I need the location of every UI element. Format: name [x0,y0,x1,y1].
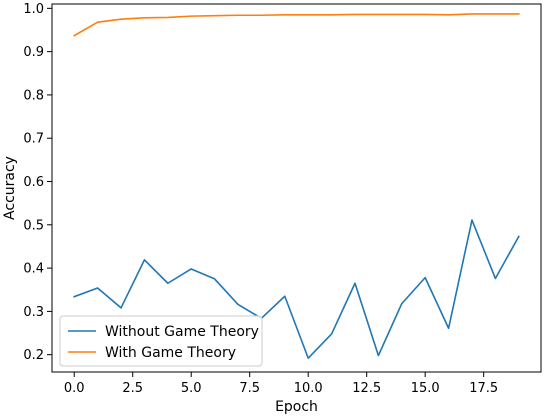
legend-label: With Game Theory [105,345,236,361]
x-axis-ticks: 0.0 2.5 5.0 7.5 10.0 12.5 15.0 17.5 [64,372,498,396]
series-layer [73,13,520,359]
y-tick-label: 0.2 [23,348,44,363]
x-tick-label: 5.0 [181,381,202,396]
y-tick-label: 1.0 [23,2,44,17]
axes-frame [51,3,542,373]
x-tick-label: 10.0 [294,381,323,396]
y-tick-label: 0.5 [23,218,44,233]
y-axis-ticks: 0.2 0.3 0.4 0.5 0.6 0.7 0.8 0.9 1.0 [23,2,52,363]
x-tick-label: 12.5 [352,381,381,396]
x-tick-label: 15.0 [411,381,440,396]
y-tick-label: 0.7 [23,132,44,147]
legend-box [59,315,263,367]
y-tick-label: 0.9 [23,45,44,60]
y-tick-label: 0.6 [23,175,44,190]
axes-layer [51,3,542,373]
legend: Without Game Theory With Game Theory [59,315,263,367]
y-tick-label: 0.8 [23,88,44,103]
series-line-with-game-theory [73,13,520,37]
x-tick-label: 0.0 [64,381,85,396]
x-axis-label: Epoch [275,399,318,415]
x-tick-label: 2.5 [122,381,143,396]
y-axis-label: Accuracy [2,156,18,220]
y-tick-label: 0.4 [23,262,44,277]
x-tick-label: 17.5 [469,381,498,396]
y-tick-label: 0.3 [23,305,44,320]
series-line-without-game-theory [73,219,520,359]
legend-label: Without Game Theory [105,324,259,340]
x-tick-label: 7.5 [239,381,260,396]
